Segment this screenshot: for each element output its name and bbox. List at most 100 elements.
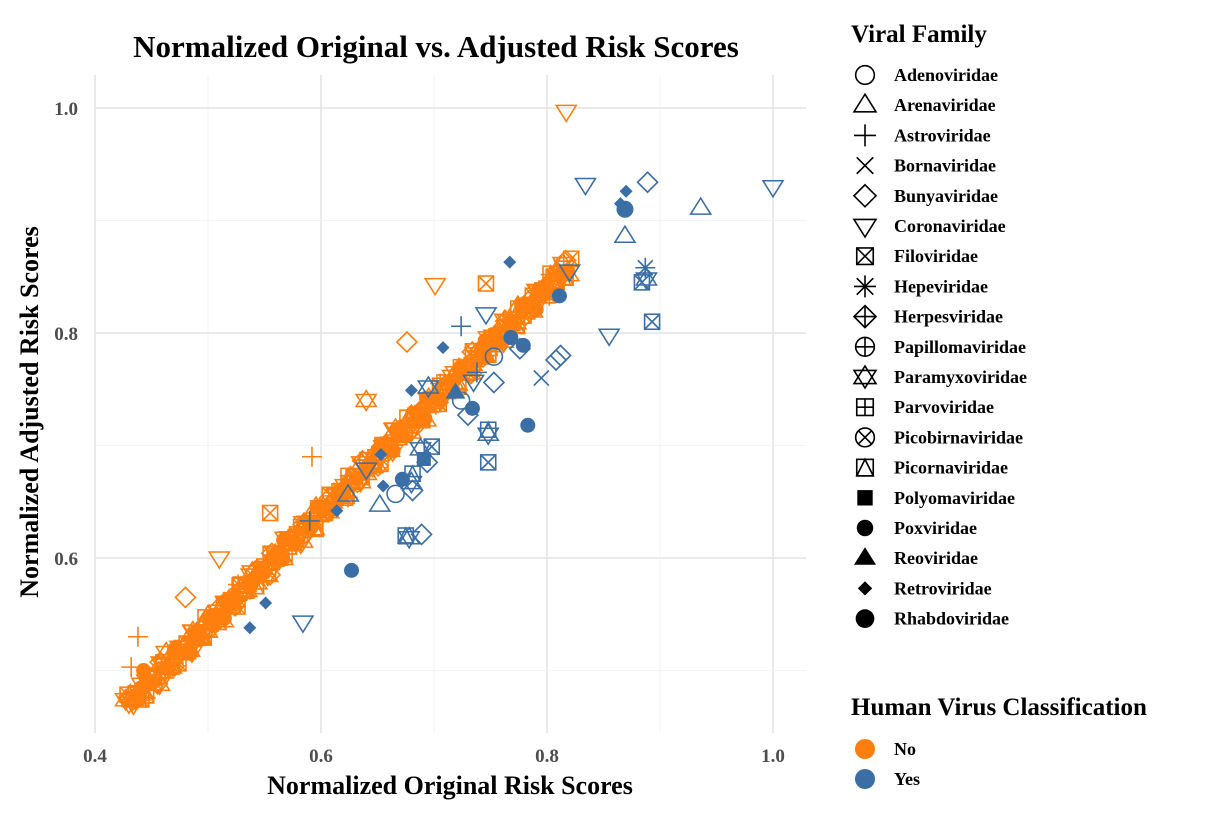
y-tick-label: 0.6 (54, 549, 78, 570)
shape-legend-label: Picornaviridae (894, 458, 1008, 478)
shape-legend-item: Papillomaviridae (854, 336, 1026, 357)
point-no (354, 388, 378, 413)
x-tick-label: 0.4 (83, 746, 107, 767)
shape-legend-item: Bunyaviridae (852, 183, 998, 208)
point-yes (503, 330, 519, 345)
x-axis-title: Normalized Original Risk Scores (267, 771, 633, 800)
shape-legend-label: Bornaviridae (894, 156, 996, 176)
series-no-points (114, 104, 581, 716)
point-yes (597, 328, 621, 347)
point-yes (344, 562, 360, 578)
legend-shape-icon (854, 124, 876, 147)
point-no (174, 586, 197, 609)
point-no (258, 563, 282, 586)
point-yes (520, 417, 536, 433)
point-yes (259, 596, 273, 610)
legend-shape-icon (856, 519, 874, 537)
shape-legend-label: Arenaviridae (894, 95, 996, 115)
point-no (127, 626, 148, 647)
legend-shape-icon (854, 427, 876, 448)
series-yes-points (243, 171, 785, 635)
shape-legend-label: Hepeviridae (894, 276, 988, 296)
shape-legend-label: Retroviridae (894, 578, 992, 598)
shape-legend-item: Polyomaviridae (857, 488, 1015, 508)
shape-legend-item: Retroviridae (857, 578, 992, 598)
point-yes (456, 403, 480, 427)
point-yes (299, 510, 320, 531)
point-yes (613, 224, 637, 244)
point-yes (474, 307, 498, 326)
point-yes (451, 316, 472, 337)
point-yes (479, 420, 498, 439)
shape-legend-item: Filoviridae (855, 246, 978, 266)
legend-shape-icon (854, 64, 876, 86)
point-no (136, 663, 152, 678)
shape-legend-label: Reoviridae (894, 548, 978, 568)
shape-legend-item: Arenaviridae (852, 92, 996, 115)
point-yes (533, 369, 550, 387)
point-yes (503, 255, 517, 269)
legend-shape-icon (855, 398, 875, 417)
point-yes (368, 493, 392, 512)
shape-legend-label: Bunyaviridae (894, 186, 998, 206)
point-yes (464, 400, 480, 416)
legend-shape-icon (857, 581, 873, 596)
legend-shape-icon (854, 275, 876, 298)
y-tick-label: 0.8 (54, 324, 78, 345)
shape-legend-item: Picobirnaviridae (854, 427, 1023, 448)
shape-legend-label: Herpesviridae (894, 307, 1003, 327)
y-axis-title: Normalized Adjusted Risk Scores (15, 226, 44, 597)
color-legend-title: Human Virus Classification (851, 694, 1147, 721)
point-no (121, 657, 142, 678)
x-tick-label: 0.8 (535, 746, 559, 767)
shape-legend-item: Adenoviridae (854, 64, 998, 86)
point-yes (401, 479, 424, 502)
color-legend-item: No (855, 739, 916, 759)
point-yes (573, 177, 597, 197)
shape-legend-item: Reoviridae (854, 547, 978, 568)
shape-legend-item: Herpesviridae (852, 304, 1003, 329)
x-tick-label: 0.6 (309, 746, 333, 767)
point-no (207, 551, 231, 570)
point-yes (423, 438, 441, 455)
point-yes (291, 615, 315, 634)
legend-shape-icon (852, 304, 878, 329)
point-yes (462, 374, 485, 393)
point-yes (376, 479, 390, 493)
shape-legend-item: Paramyxoviridae (852, 364, 1027, 390)
point-no (261, 504, 279, 522)
point-no (154, 640, 178, 665)
point-yes (479, 454, 497, 471)
shape-legend: Adenoviridae Arenaviridae Astroviridae Born… (852, 64, 1027, 629)
shape-legend-item: Poxviridae (856, 518, 977, 538)
point-yes (508, 337, 532, 360)
shape-legend-label: Coronaviridae (894, 216, 1006, 236)
point-no (562, 250, 580, 268)
point-no (117, 696, 141, 715)
point-yes (544, 348, 568, 372)
shape-legend-title: Viral Family (851, 21, 987, 48)
shape-legend-label: Astroviridae (894, 125, 991, 145)
tick-labels: 0.4 0.6 0.8 1.0 0.6 0.8 1.0 (54, 99, 785, 767)
shape-legend-item: Rhabdoviridae (855, 609, 1009, 629)
point-yes (558, 264, 582, 283)
legend-color-swatch (855, 769, 875, 789)
legend-shape-icon (855, 247, 875, 266)
legend-shape-icon (856, 156, 874, 175)
point-yes (636, 171, 659, 194)
point-no (477, 275, 495, 292)
chart-title: Normalized Original vs. Adjusted Risk Sc… (133, 29, 739, 64)
point-yes (634, 267, 658, 291)
point-yes (243, 621, 257, 635)
point-yes (416, 452, 431, 466)
point-yes (761, 179, 785, 199)
legend-shape-icon (852, 218, 878, 239)
point-no (143, 669, 164, 690)
point-yes (619, 184, 633, 198)
legend-shape-icon (852, 92, 878, 113)
point-yes (445, 382, 466, 399)
shape-legend-item: Astroviridae (854, 124, 991, 147)
point-yes (397, 526, 421, 550)
legend-shape-icon (855, 609, 875, 628)
